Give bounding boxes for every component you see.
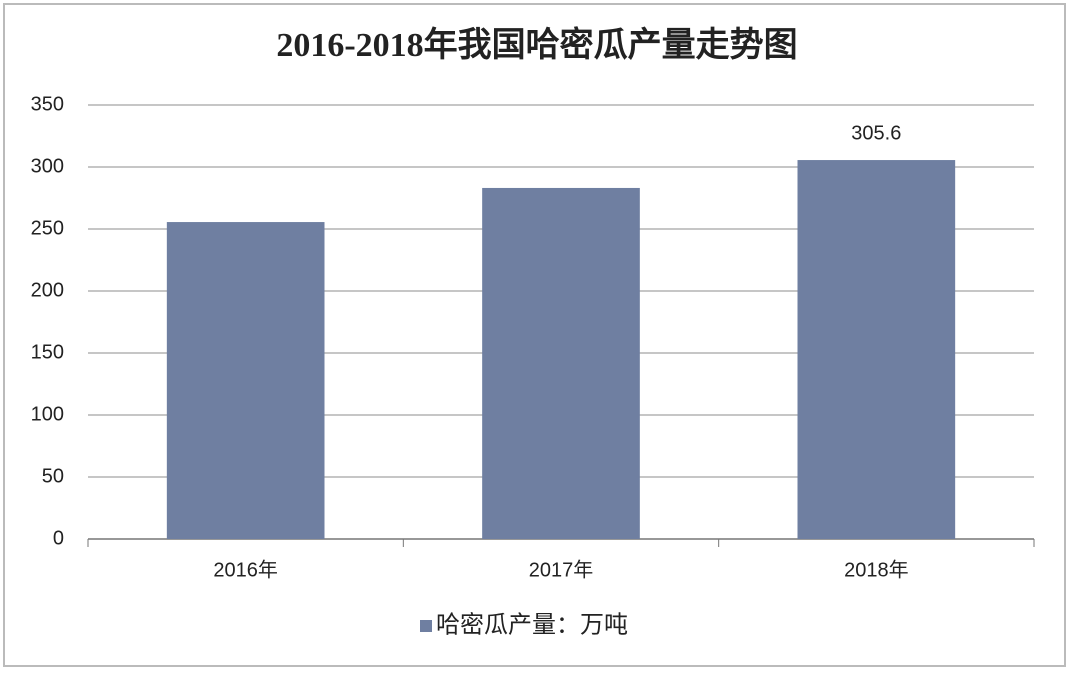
bar	[797, 160, 956, 539]
legend-label: 哈密瓜产量：万吨	[436, 611, 628, 638]
y-tick-label: 0	[53, 527, 64, 549]
y-tick-label: 200	[31, 279, 64, 301]
y-tick-label: 50	[42, 465, 64, 487]
legend-swatch	[420, 620, 432, 632]
x-tick-label: 2018年	[844, 558, 909, 581]
data-label: 305.6	[851, 122, 901, 144]
y-tick-label: 300	[31, 155, 64, 177]
y-tick-label: 350	[31, 93, 64, 115]
y-tick-label: 250	[31, 217, 64, 239]
y-tick-label: 100	[31, 403, 64, 425]
bar	[166, 222, 325, 539]
x-tick-label: 2017年	[529, 558, 594, 581]
chart-title: 2016-2018年我国哈密瓜产量走势图	[276, 25, 797, 64]
bar	[482, 187, 640, 539]
x-tick-label: 2016年	[213, 558, 278, 581]
y-tick-label: 150	[31, 341, 64, 363]
